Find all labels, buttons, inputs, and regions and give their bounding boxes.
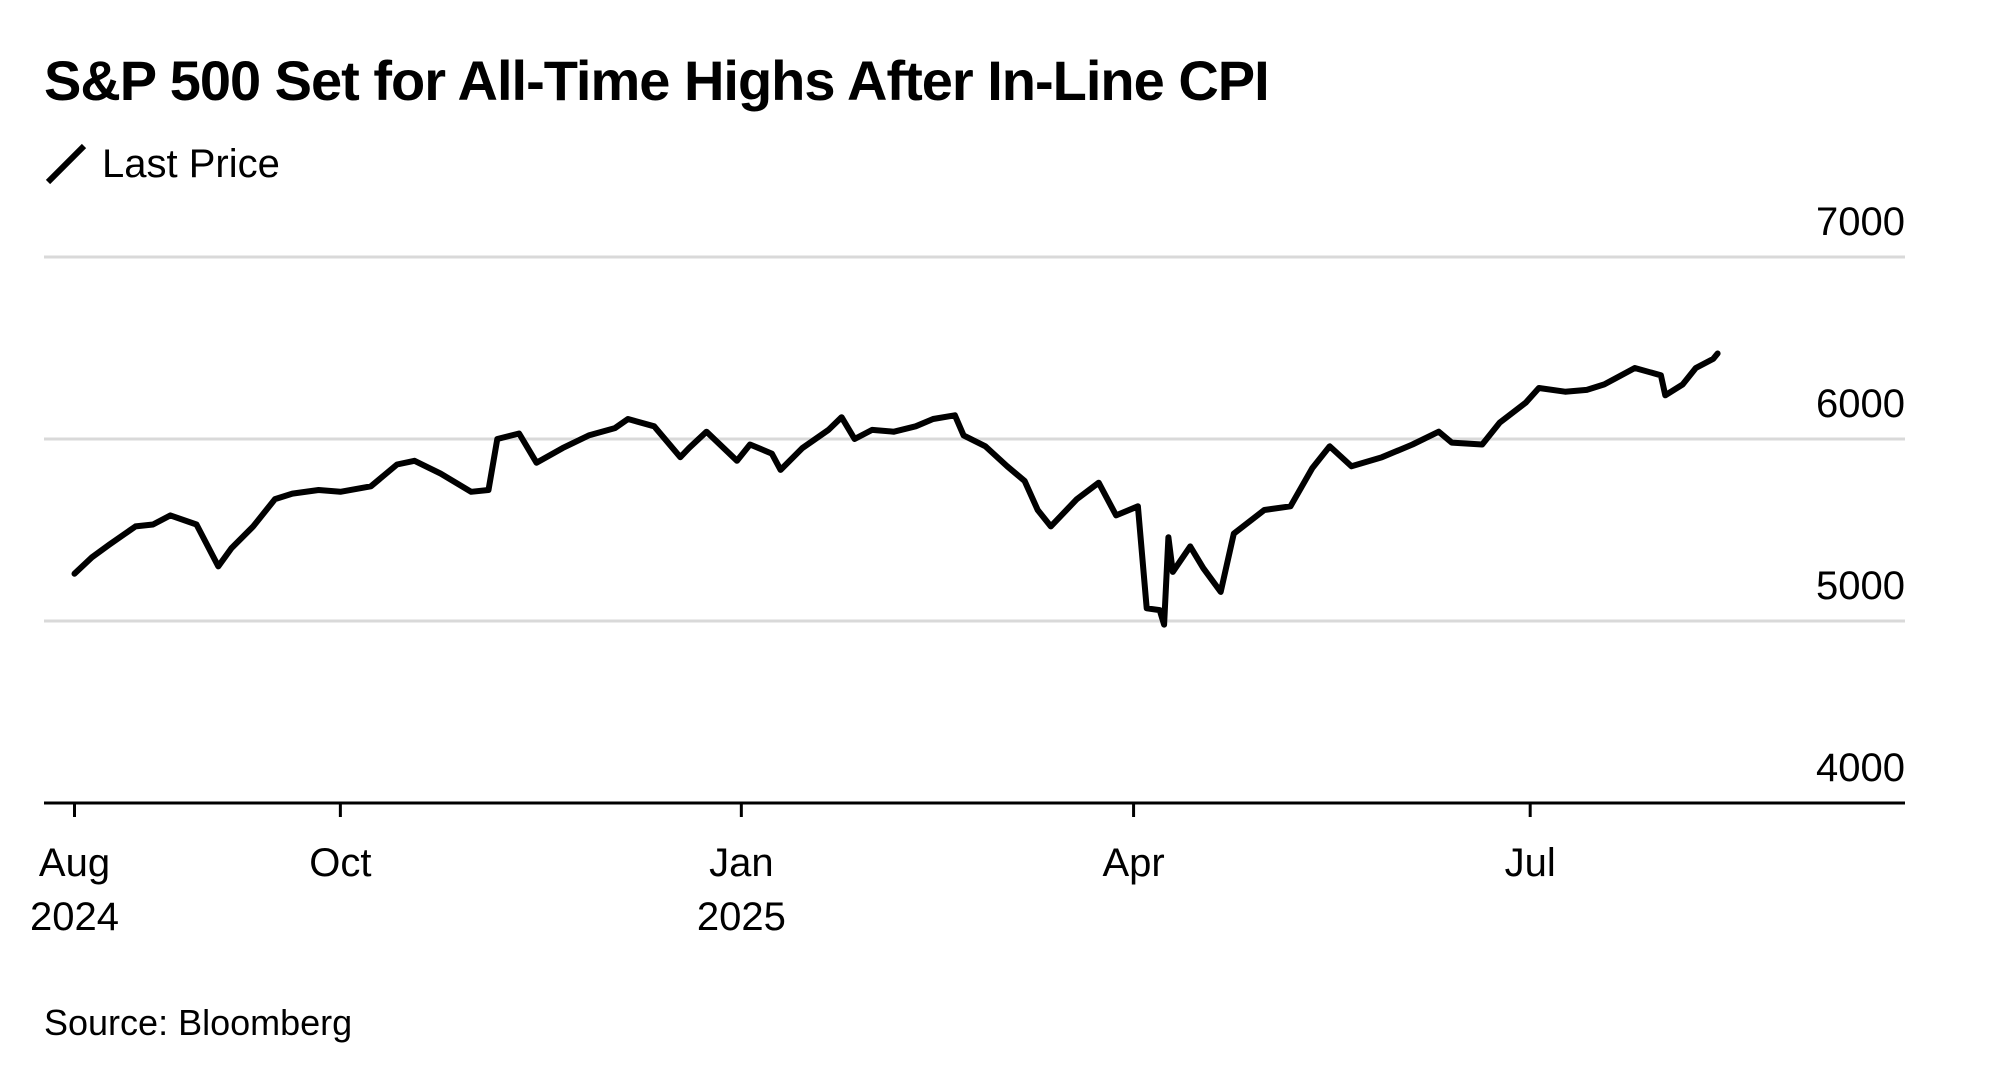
y-tick-label: 7000 xyxy=(1816,200,1905,244)
x-tick-label: Aug xyxy=(39,841,110,885)
x-tick-sublabel: 2024 xyxy=(30,895,119,939)
legend-label: Last Price xyxy=(102,141,280,186)
legend: Last Price xyxy=(44,138,280,190)
series-layer xyxy=(71,350,1721,628)
y-tick-label: 4000 xyxy=(1816,746,1905,790)
x-axis-labels: Aug 2024 Oct Jan 2025 Apr Jul xyxy=(30,841,1556,939)
x-tick-label: Oct xyxy=(309,841,371,885)
x-tick-sublabel: 2025 xyxy=(697,895,786,939)
x-axis xyxy=(44,801,1905,817)
source-note: Source: Bloomberg xyxy=(44,1002,353,1043)
y-tick-label: 5000 xyxy=(1816,564,1905,608)
y-tick-label: 6000 xyxy=(1816,382,1905,426)
y-axis-labels: 4000 5000 6000 7000 xyxy=(1816,200,1905,790)
legend-line-swatch-icon xyxy=(45,143,87,185)
x-tick-label: Apr xyxy=(1102,841,1164,885)
chart-title: S&P 500 Set for All-Time Highs After In-… xyxy=(44,49,1270,112)
x-tick-label: Jan xyxy=(709,841,774,885)
x-tick-label: Jul xyxy=(1505,841,1556,885)
series-line-last-price xyxy=(71,350,1721,628)
